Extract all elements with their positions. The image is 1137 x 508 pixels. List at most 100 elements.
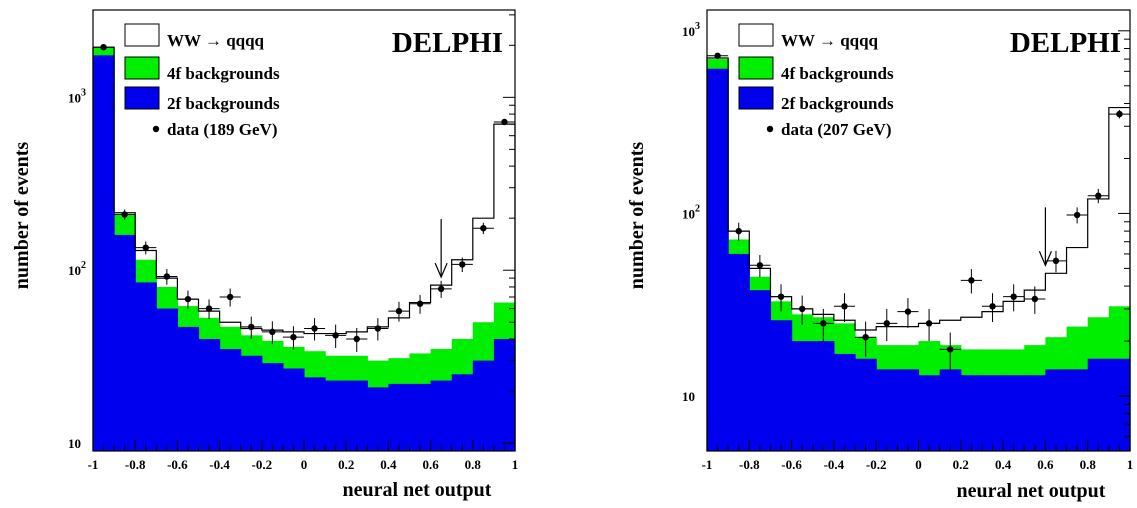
- y-axis-title: number of events: [11, 142, 33, 290]
- bar-2f-backgrounds-9: [282, 368, 305, 451]
- data-point: [1010, 293, 1017, 300]
- left-panel-chart: -1 -0.8 -0.6 -0.4 -0.2 0 0.2 0.4 0.6 0.8 110102103…: [11, 9, 518, 501]
- bar-2f-backgrounds-19: [1108, 358, 1131, 451]
- y-tick-exponent: 2: [81, 260, 86, 271]
- bar-2f-backgrounds-6: [219, 349, 242, 451]
- x-tick-label: 0: [301, 457, 308, 472]
- legend-data-marker: [766, 125, 774, 133]
- data-point: [820, 320, 827, 327]
- y-tick-exponent: 3: [81, 87, 86, 98]
- bar-2f-backgrounds-10: [304, 377, 326, 451]
- bar-2f-backgrounds-1: [728, 253, 750, 451]
- bar-2f-backgrounds-5: [812, 341, 835, 451]
- legend-label: WW → qqqq: [167, 31, 265, 50]
- bar-2f-backgrounds-4: [791, 341, 814, 451]
- x-tick-label: 0: [915, 457, 922, 472]
- y-tick-base: 10: [682, 206, 695, 221]
- y-tick-exponent: 2: [695, 203, 700, 214]
- x-tick-label: 0.8: [1080, 457, 1097, 472]
- data-point: [226, 293, 234, 301]
- bar-2f-backgrounds-14: [1003, 375, 1025, 451]
- bar-2f-backgrounds-0: [93, 55, 115, 452]
- x-tick-label: 0.8: [465, 457, 482, 472]
- data-point: [968, 277, 975, 284]
- y-tick-label: 102: [68, 260, 86, 278]
- y-tick-base: 10: [68, 263, 81, 278]
- data-point: [290, 333, 297, 341]
- legend-swatch: [738, 23, 774, 47]
- bar-2f-backgrounds-4: [177, 326, 200, 451]
- y-tick-exponent: 3: [695, 21, 700, 32]
- data-point: [332, 332, 339, 339]
- y-tick-label: 102: [682, 203, 700, 221]
- bar-2f-backgrounds-15: [409, 383, 432, 451]
- x-tick-label: -0.8: [739, 457, 760, 472]
- data-point: [1116, 110, 1123, 118]
- x-tick-label: 0.4: [995, 457, 1012, 472]
- bar-2f-backgrounds-18: [1087, 358, 1110, 451]
- bar-2f-backgrounds-2: [749, 290, 772, 451]
- x-tick-label: -0.2: [252, 457, 273, 472]
- x-axis-title: neural net output: [343, 479, 492, 501]
- legend-label: WW → qqqq: [781, 31, 879, 50]
- data-point: [121, 211, 128, 218]
- delphi-label: DELPHI: [392, 27, 503, 59]
- x-tick-label: -0.2: [866, 457, 887, 472]
- x-tick-label: -0.6: [781, 457, 802, 472]
- legend-label: data (207 GeV): [781, 120, 891, 139]
- data-point: [459, 261, 466, 268]
- x-tick-label: 1: [1127, 457, 1134, 472]
- bar-2f-backgrounds-15: [1024, 375, 1046, 451]
- data-point: [1095, 192, 1102, 199]
- data-point: [437, 285, 445, 293]
- data-point: [395, 307, 403, 315]
- y-tick-base: 10: [682, 24, 695, 39]
- bar-2f-backgrounds-18: [472, 360, 495, 451]
- data-point: [989, 303, 996, 310]
- y-tick-base: 10: [68, 90, 81, 105]
- x-tick-label: 0.2: [953, 457, 969, 472]
- x-tick-label: -1: [702, 457, 713, 472]
- bar-2f-backgrounds-0: [707, 68, 729, 451]
- data-point: [947, 346, 954, 353]
- data-point: [904, 308, 912, 315]
- legend-swatch: [738, 86, 774, 110]
- bar-2f-backgrounds-12: [346, 380, 368, 451]
- bar-2f-backgrounds-8: [261, 363, 284, 451]
- data-point: [353, 335, 360, 343]
- data-point: [1073, 211, 1081, 219]
- legend-label: 4f backgrounds: [167, 64, 280, 83]
- data-point: [925, 320, 933, 327]
- bar-2f-backgrounds-8: [876, 369, 898, 451]
- data-point: [248, 323, 255, 331]
- data-point: [1031, 295, 1039, 303]
- legend-swatch: [738, 56, 774, 80]
- y-tick-label: 10: [68, 436, 81, 451]
- data-point: [862, 333, 869, 341]
- ww-signal-outline: [92, 46, 516, 451]
- data-point: [480, 224, 487, 232]
- bar-2f-backgrounds-3: [156, 308, 178, 451]
- data-point: [374, 325, 382, 332]
- x-tick-label: -0.4: [824, 457, 845, 472]
- bar-2f-backgrounds-13: [981, 375, 1004, 451]
- legend-swatch: [124, 86, 160, 110]
- x-axis-title: neural net output: [957, 480, 1106, 502]
- bar-2f-backgrounds-12: [960, 375, 983, 451]
- bar-2f-backgrounds-1: [114, 234, 136, 451]
- y-tick-label: 103: [682, 21, 700, 39]
- legend-swatch: [124, 56, 160, 80]
- y-tick-base: 10: [68, 436, 81, 451]
- x-tick-label: 0.6: [1037, 457, 1054, 472]
- data-point: [311, 325, 318, 332]
- bar-2f-backgrounds-17: [451, 374, 474, 451]
- bar-2f-backgrounds-16: [430, 380, 453, 451]
- legend-label: 4f backgrounds: [781, 64, 894, 83]
- x-tick-label: -0.6: [167, 457, 188, 472]
- data-point: [205, 305, 213, 312]
- data-point: [142, 244, 149, 251]
- legend-label: data (189 GeV): [167, 120, 277, 139]
- x-tick-label: 0.2: [338, 457, 354, 472]
- data-point: [883, 320, 890, 327]
- data-point: [735, 227, 742, 235]
